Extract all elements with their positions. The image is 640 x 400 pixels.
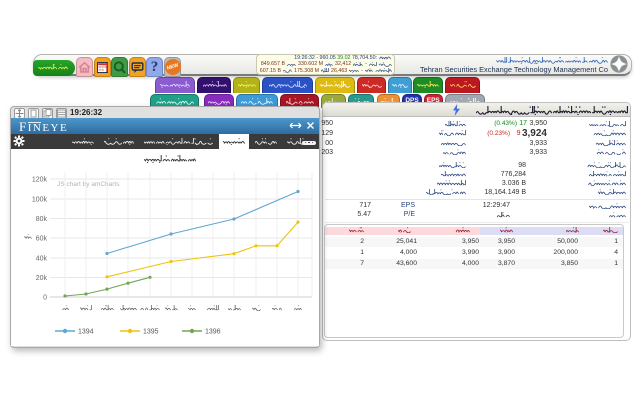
svg-text:40k: 40k	[36, 256, 48, 263]
svg-text:1394: 1394	[78, 329, 94, 336]
svg-text:0: 0	[43, 295, 47, 302]
svg-text:20k: 20k	[36, 275, 48, 282]
svg-text:1395: 1395	[143, 329, 159, 336]
svg-text:120k: 120k	[32, 177, 48, 184]
svg-text:100k: 100k	[32, 197, 48, 204]
svg-text:1396: 1396	[205, 329, 221, 336]
svg-text:80k: 80k	[36, 216, 48, 223]
svg-text:60k: 60k	[36, 236, 48, 243]
